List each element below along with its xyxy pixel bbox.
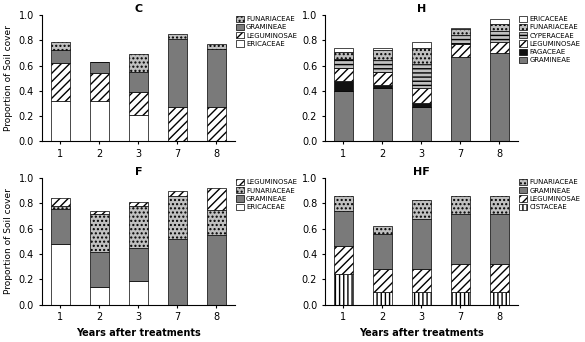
Bar <box>373 48 392 50</box>
Bar <box>412 104 431 107</box>
Legend: ERICACEAE, FUNARIACEAE, CYPERACEAE, LEGUMINOSAE, FAGACEAE, GRAMINEAE: ERICACEAE, FUNARIACEAE, CYPERACEAE, LEGU… <box>518 15 581 64</box>
Bar <box>167 196 187 239</box>
Bar <box>50 41 70 50</box>
Bar <box>450 44 470 57</box>
Bar <box>373 269 392 292</box>
Bar <box>490 31 510 41</box>
Legend: FUNARIACEAE, GRAMINEAE, LEGUMINOSAE, ERICACEAE: FUNARIACEAE, GRAMINEAE, LEGUMINOSAE, ERI… <box>235 15 298 48</box>
Bar <box>412 269 431 292</box>
Bar <box>50 206 70 209</box>
Bar <box>450 28 470 29</box>
Bar <box>412 88 431 104</box>
Bar <box>333 196 353 211</box>
Bar <box>167 34 187 39</box>
Bar <box>412 292 431 305</box>
Bar <box>412 64 431 88</box>
Bar <box>490 53 510 141</box>
Bar <box>490 196 510 213</box>
Bar <box>373 61 392 72</box>
Bar <box>450 57 470 141</box>
Bar <box>167 239 187 305</box>
Title: HF: HF <box>413 167 430 177</box>
Bar <box>373 292 392 305</box>
Bar <box>129 72 148 92</box>
Bar <box>373 226 392 234</box>
Bar <box>207 49 226 107</box>
Bar <box>333 211 353 247</box>
Bar <box>412 48 431 64</box>
Bar <box>333 48 353 52</box>
Bar <box>129 54 148 72</box>
Bar <box>207 44 226 49</box>
Bar <box>129 202 148 206</box>
Bar <box>490 264 510 292</box>
Bar <box>207 188 226 210</box>
Bar <box>450 213 470 264</box>
Bar <box>129 115 148 141</box>
Bar <box>450 292 470 305</box>
Bar <box>373 50 392 61</box>
Bar <box>450 35 470 44</box>
Bar <box>90 211 109 213</box>
Bar <box>50 63 70 101</box>
Bar <box>333 52 353 59</box>
Bar <box>450 196 470 213</box>
Bar <box>50 50 70 63</box>
X-axis label: Years after treatments: Years after treatments <box>76 328 201 338</box>
Bar <box>50 198 70 206</box>
Bar <box>90 73 109 101</box>
Bar <box>412 200 431 219</box>
Bar <box>90 62 109 73</box>
Bar <box>207 235 226 305</box>
Bar <box>167 39 187 107</box>
Legend: FUNARIACEAE, GRAMINEAE, LEGUMINOSAE, CISTACEAE: FUNARIACEAE, GRAMINEAE, LEGUMINOSAE, CIS… <box>518 178 581 211</box>
Bar <box>129 206 148 248</box>
Bar <box>207 210 226 235</box>
Y-axis label: Proportion of Soil cover: Proportion of Soil cover <box>4 25 13 131</box>
Bar <box>412 107 431 141</box>
Bar <box>412 219 431 269</box>
Bar <box>167 107 187 141</box>
Bar <box>333 68 353 81</box>
Bar <box>207 107 226 141</box>
Bar <box>373 72 392 84</box>
Bar <box>490 24 510 31</box>
Bar <box>167 191 187 196</box>
Bar <box>450 264 470 292</box>
Bar <box>50 209 70 244</box>
Y-axis label: Proportion of Soil cover: Proportion of Soil cover <box>4 188 13 294</box>
X-axis label: Years after treatments: Years after treatments <box>359 328 484 338</box>
Title: H: H <box>417 4 426 14</box>
Bar <box>333 91 353 141</box>
Bar <box>490 213 510 264</box>
Bar <box>450 29 470 35</box>
Bar <box>373 234 392 269</box>
Bar <box>90 251 109 287</box>
Bar <box>129 248 148 280</box>
Bar <box>373 84 392 88</box>
Bar <box>129 280 148 305</box>
Bar <box>412 41 431 48</box>
Bar <box>490 41 510 53</box>
Legend: LEGUMINOSAE, FUNARIACEAE, GRAMINEAE, ERICACEAE: LEGUMINOSAE, FUNARIACEAE, GRAMINEAE, ERI… <box>235 178 298 211</box>
Title: F: F <box>135 167 142 177</box>
Title: C: C <box>134 4 142 14</box>
Bar <box>333 59 353 68</box>
Bar <box>490 292 510 305</box>
Bar <box>50 101 70 141</box>
Bar <box>333 81 353 91</box>
Bar <box>333 274 353 305</box>
Bar <box>129 92 148 115</box>
Bar <box>333 247 353 274</box>
Bar <box>50 244 70 305</box>
Bar <box>90 101 109 141</box>
Bar <box>490 19 510 24</box>
Bar <box>90 287 109 305</box>
Bar <box>373 88 392 141</box>
Bar <box>90 213 109 251</box>
